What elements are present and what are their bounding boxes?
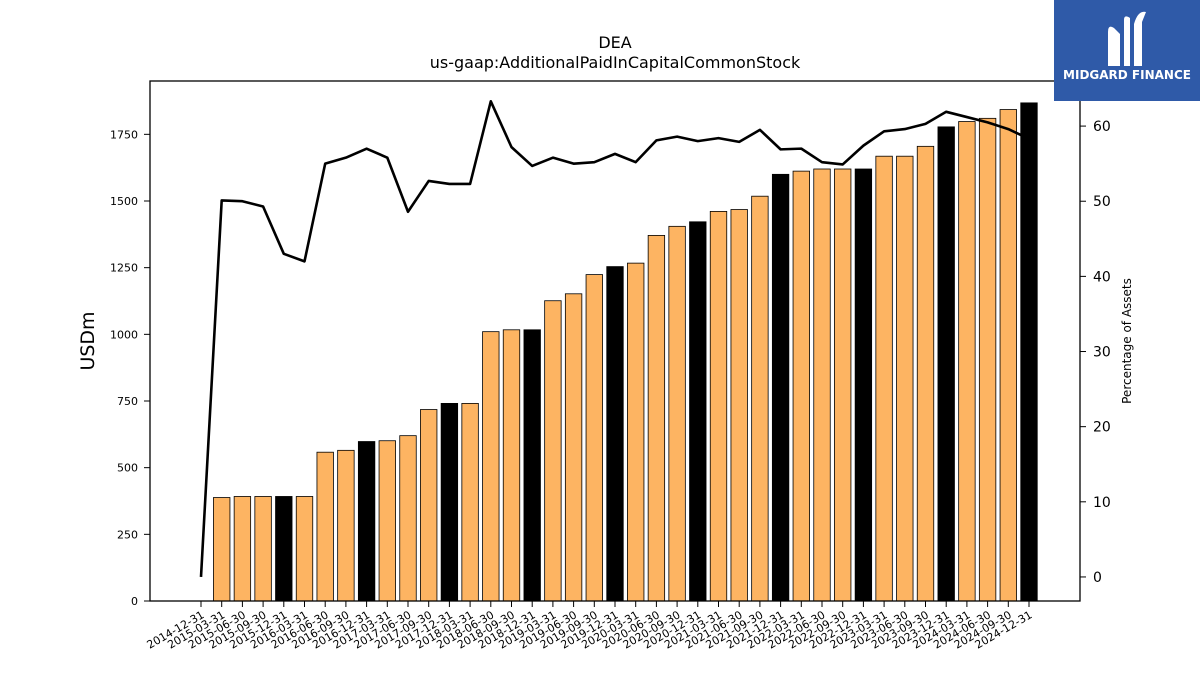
y-tick-label: 1000 [110,328,138,341]
y-axis-label: USDm [77,311,99,370]
bar [461,402,479,602]
bar [834,168,852,602]
bar [440,402,459,602]
bar [689,221,707,602]
y2-tick-label: 30 [1093,345,1111,361]
bar [399,435,417,602]
bar [709,210,728,602]
chart-subtitle: us-gaap:AdditionalPaidInCapitalCommonSto… [430,53,801,72]
bar [213,497,231,602]
bar [564,293,583,602]
x-axis: 2014-12-312015-03-312015-06-302015-09-30… [145,601,1035,652]
bar [958,121,976,602]
bar [792,170,810,602]
y2-tick-label: 20 [1093,420,1111,436]
bar [357,441,376,602]
bar [937,126,955,602]
bars [213,102,1038,602]
bar [751,195,769,602]
y-tick-label: 1750 [110,128,138,141]
y-tick-label: 1500 [110,195,138,208]
y2-tick-label: 10 [1093,495,1111,511]
bar [420,409,438,602]
bar [627,262,645,602]
bar [295,496,314,602]
bar [585,274,603,602]
bar [854,168,873,602]
series-line [199,99,1030,578]
bar [896,155,914,602]
bar [606,266,624,602]
bar [254,496,272,602]
y-tick-label: 0 [131,595,138,608]
line-layer [199,99,1030,578]
bar [275,496,293,602]
bar [337,449,355,602]
bar [668,225,686,602]
bar [916,145,935,602]
y2-tick-label: 60 [1093,119,1111,135]
bar [502,329,521,602]
y-tick-label: 1250 [110,262,138,275]
y2-tick-label: 0 [1093,570,1102,586]
bar [978,117,997,602]
y2-axis: 0 10 20 30 40 50 60 [1080,119,1111,586]
bar [482,331,500,602]
y2-axis-label: Percentage of Assets [1120,278,1134,404]
y-axis: 0 250 500 750 1000 1250 1500 1750 [110,128,150,608]
brand-logo: MIDGARD FINANCE [1054,0,1200,101]
bar [316,451,334,602]
y2-tick-label: 50 [1093,194,1111,210]
y-tick-label: 250 [117,528,138,541]
bar [233,496,252,602]
bar [813,168,831,602]
brand-name: MIDGARD FINANCE [1063,68,1191,82]
bar [771,173,790,602]
bar [523,329,541,602]
bar [875,155,893,602]
y-tick-label: 500 [117,462,138,475]
y-tick-label: 750 [117,395,138,408]
bar [999,109,1017,602]
y2-tick-label: 40 [1093,269,1111,285]
bar [647,234,666,602]
bar [544,300,562,602]
bar [1020,102,1038,602]
chart-title: DEA [598,33,631,52]
bar [378,440,396,602]
midgard-logo-icon [1108,11,1146,66]
bar [730,209,748,602]
